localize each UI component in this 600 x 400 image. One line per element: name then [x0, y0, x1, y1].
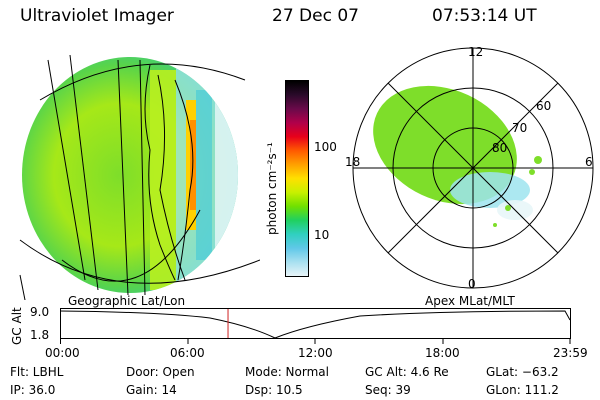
colorbar-tick-10: 10 [314, 228, 330, 242]
instrument-title: Ultraviolet Imager [20, 6, 174, 26]
altitude-plot [60, 308, 571, 344]
polar-lat-70: 70 [512, 121, 527, 135]
colorbar-unit-label: photon cm⁻²s⁻¹ [265, 142, 279, 235]
polar-label-top: 12 [468, 45, 483, 59]
alt-xtick-0000: 00:00 [45, 346, 80, 360]
ip-info: IP: 36.0 [10, 383, 56, 397]
polar-label-bottom: 0 [468, 277, 476, 291]
polar-lat-60: 60 [536, 99, 551, 113]
dsp-info: Dsp: 10.5 [245, 383, 303, 397]
alt-xtick-1200: 12:00 [298, 346, 333, 360]
right-panel-label: Apex MLat/MLT [425, 294, 515, 308]
polar-label-left: 18 [345, 155, 360, 169]
seq-info: Seq: 39 [365, 383, 411, 397]
gc-alt-info: GC Alt: 4.6 Re [365, 365, 449, 379]
door-info: Door: Open [126, 365, 195, 379]
filter-info: Flt: LBHL [10, 365, 64, 379]
glon-info: GLon: 111.2 [486, 383, 559, 397]
alt-plot-ytick-top: 9.0 [30, 305, 50, 319]
altitude-curve [60, 310, 571, 339]
geographic-grid [19, 54, 260, 300]
alt-xtick-2359: 23:59 [553, 346, 588, 360]
alt-plot-ylabel: GC Alt [10, 307, 24, 345]
gain-info: Gain: 14 [126, 383, 177, 397]
alt-plot-ticks [60, 338, 571, 344]
alt-xtick-1800: 18:00 [425, 346, 460, 360]
left-panel-label: Geographic Lat/Lon [68, 294, 186, 308]
time-label: 07:53:14 UT [432, 6, 537, 26]
geographic-image [19, 54, 260, 300]
polar-label-right: 6 [585, 155, 593, 169]
alt-plot-ytick-bottom: 1.8 [30, 328, 50, 342]
date-label: 27 Dec 07 [272, 6, 359, 26]
polar-grid [352, 47, 594, 289]
glat-info: GLat: −63.2 [486, 365, 559, 379]
colorbar-tick-100: 100 [314, 140, 337, 154]
polar-plot: 12 0 18 6 60 70 80 [345, 45, 594, 291]
colorbar [285, 80, 309, 277]
polar-lat-80: 80 [492, 141, 507, 155]
mode-info: Mode: Normal [245, 365, 329, 379]
alt-xtick-0600: 06:00 [170, 346, 205, 360]
